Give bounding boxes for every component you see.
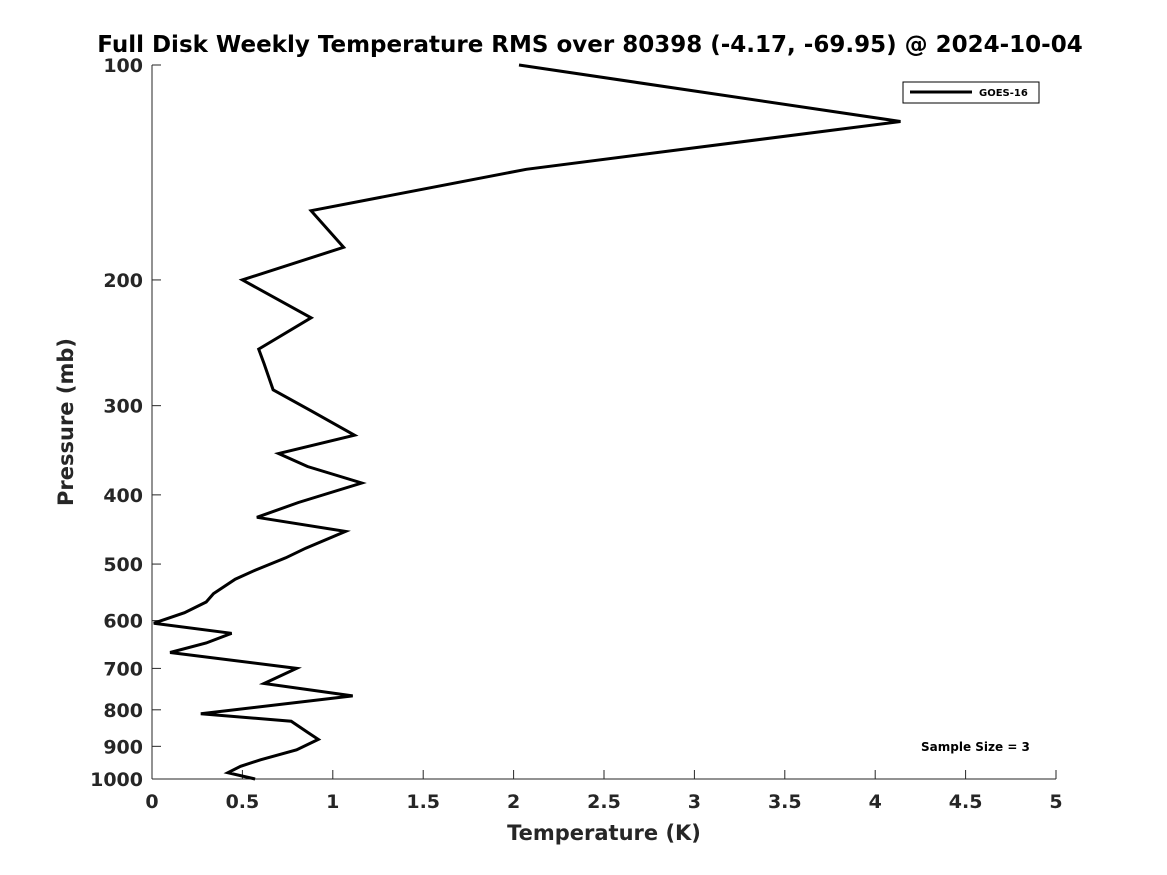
series-line-goes16 xyxy=(153,63,901,781)
y-tick-label: 900 xyxy=(103,736,143,758)
y-tick-label: 300 xyxy=(103,396,143,418)
x-tick-label: 5 xyxy=(1049,791,1062,813)
y-tick-label: 700 xyxy=(103,658,143,680)
y-tick-label: 100 xyxy=(103,55,143,77)
x-tick-label: 1.5 xyxy=(406,791,440,813)
series-layer xyxy=(153,63,901,781)
x-tick-label: 3.5 xyxy=(768,791,802,813)
y-tick-label: 1000 xyxy=(90,769,143,791)
x-axis-title: Temperature (K) xyxy=(507,821,701,845)
y-tick-label: 500 xyxy=(103,554,143,576)
x-tick-label: 2 xyxy=(507,791,520,813)
legend-label-goes16: GOES-16 xyxy=(979,88,1028,99)
sample-size-annotation: Sample Size = 3 xyxy=(921,740,1030,754)
y-tick-label: 800 xyxy=(103,700,143,722)
chart-title: Full Disk Weekly Temperature RMS over 80… xyxy=(97,32,1083,58)
y-tick-label: 400 xyxy=(103,485,143,507)
x-tick-label: 2.5 xyxy=(587,791,621,813)
x-tick-label: 4 xyxy=(869,791,882,813)
y-axis-ticks: 100 200 300 400 500 600 700 800 900 1000 xyxy=(90,55,161,791)
y-axis-title: Pressure (mb) xyxy=(54,338,78,506)
x-tick-label: 1 xyxy=(326,791,339,813)
legend: GOES-16 xyxy=(902,81,1040,104)
y-tick-label: 200 xyxy=(103,270,143,292)
x-tick-label: 0.5 xyxy=(226,791,260,813)
y-tick-label: 600 xyxy=(103,611,143,633)
x-axis-ticks: 0 0.5 1 1.5 2 2.5 3 3.5 4 4.5 5 xyxy=(145,770,1063,813)
x-tick-label: 4.5 xyxy=(949,791,983,813)
x-tick-label: 0 xyxy=(145,791,158,813)
x-tick-label: 3 xyxy=(688,791,701,813)
